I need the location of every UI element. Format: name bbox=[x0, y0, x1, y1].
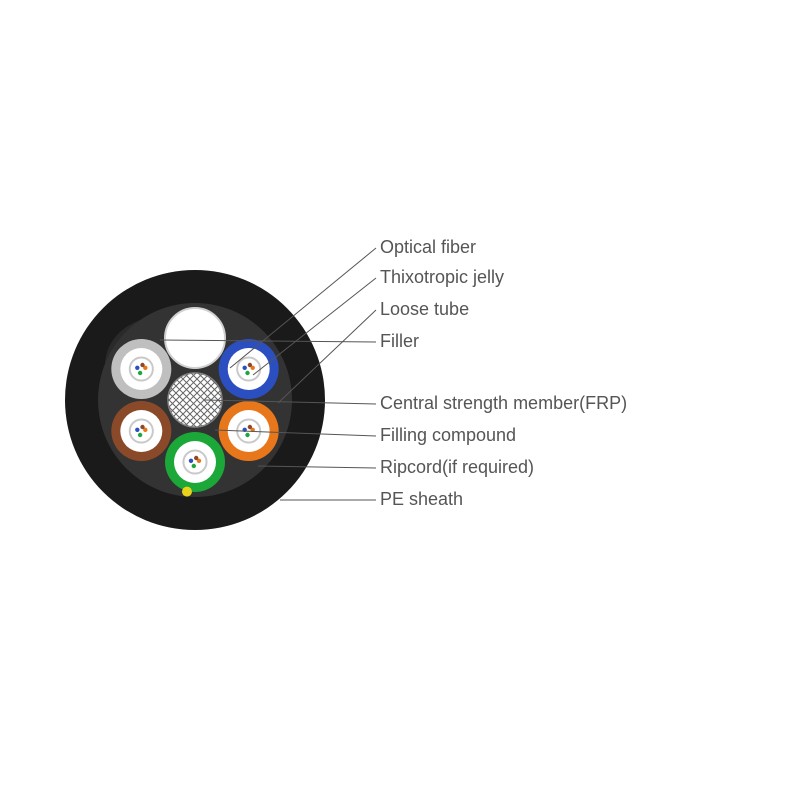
cable-cross-section-diagram: Optical fiber Thixotropic jelly Loose tube… bbox=[0, 0, 800, 800]
callout-label: Filling compound bbox=[380, 425, 516, 446]
callout-label: Filler bbox=[380, 331, 419, 352]
callout-label: Optical fiber bbox=[380, 237, 476, 258]
callout-label: Loose tube bbox=[380, 299, 469, 320]
callout-label: Central strength member(FRP) bbox=[380, 393, 627, 414]
callout-label: Ripcord(if required) bbox=[380, 457, 534, 478]
callout-label: Thixotropic jelly bbox=[380, 267, 504, 288]
callout-label: PE sheath bbox=[380, 489, 463, 510]
